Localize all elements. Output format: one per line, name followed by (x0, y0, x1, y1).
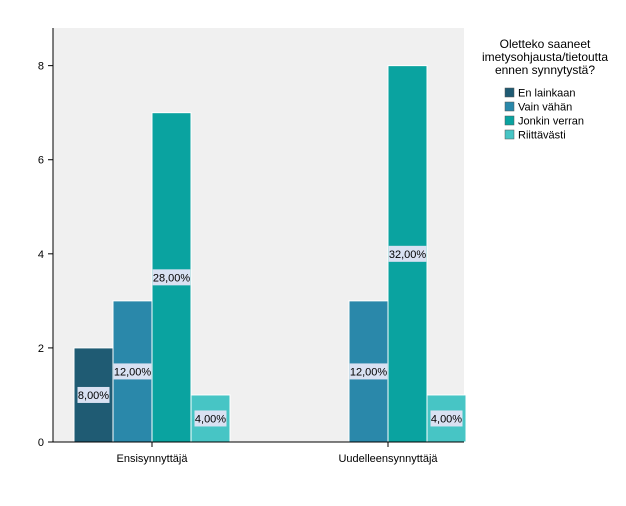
y-tick-label: 0 (38, 437, 44, 449)
data-label: 4,00% (431, 413, 462, 425)
y-tick-label: 8 (38, 61, 44, 73)
legend-label: Riittävästi (518, 130, 566, 142)
data-label: 28,00% (153, 272, 191, 284)
y-tick-label: 4 (38, 249, 44, 261)
data-label-box (152, 269, 191, 286)
x-tick-label: Uudelleensynnyttäjä (338, 453, 438, 465)
data-label: 4,00% (195, 413, 226, 425)
data-label-box (388, 245, 427, 262)
legend-title: imetysohjausta/tietoutta (482, 50, 608, 64)
y-tick-label: 2 (38, 343, 44, 355)
legend-swatch (504, 101, 515, 112)
data-label: 32,00% (389, 249, 427, 261)
legend-label: Jonkin verran (518, 116, 584, 128)
data-label-box (349, 363, 388, 380)
bar-labels: 8,00% 12,00% 28,00% 4,00% 12,00% 32,00% 4,00% (77, 245, 463, 427)
axes: Ensisynnyttäjä Uudelleensynnyttäjä 0 2 4 6 8 (38, 28, 464, 465)
legend-swatch (504, 129, 515, 140)
data-label-box (430, 410, 463, 427)
x-tick-label: Ensisynnyttäjä (117, 453, 189, 465)
legend-label: En lainkaan (518, 88, 576, 100)
data-label: 8,00% (78, 390, 109, 402)
legend: Oletteko saaneetimetysohjausta/tietoutta… (482, 37, 608, 142)
legend-swatch (504, 115, 515, 126)
data-label: 12,00% (114, 366, 152, 378)
data-label: 12,00% (350, 366, 388, 378)
data-label-box (113, 363, 152, 380)
data-label-box (194, 410, 227, 427)
legend-title: Oletteko saaneet (500, 37, 591, 51)
data-label-box (77, 386, 110, 403)
legend-swatch (504, 87, 515, 98)
legend-label: Vain vähän (518, 102, 572, 114)
legend-title: ennen synnytystä? (495, 63, 595, 77)
y-tick-label: 6 (38, 155, 44, 167)
